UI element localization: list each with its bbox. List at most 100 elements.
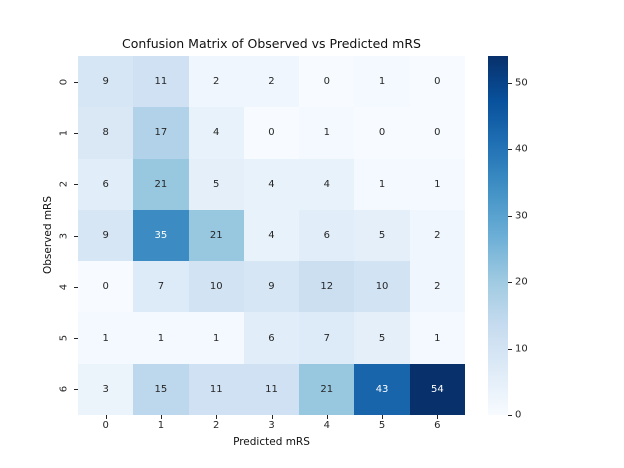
- y-tick-label: 6: [58, 386, 70, 393]
- heatmap-cell-r2c0: 6: [78, 158, 134, 210]
- heatmap-cell-r5c6: 1: [409, 312, 465, 364]
- x-tick-label: 1: [157, 420, 165, 431]
- heatmap-cell-r5c0: 1: [78, 312, 134, 364]
- cell-value: 0: [268, 127, 275, 139]
- cell-value: 1: [213, 332, 220, 344]
- cell-value: 5: [378, 332, 386, 344]
- colorbar-gradient: [488, 56, 508, 415]
- cell-value: 3: [102, 383, 109, 395]
- colorbar-tick-mark: [508, 282, 512, 284]
- cell-value: 1: [323, 127, 330, 139]
- x-tick-mark: [271, 415, 273, 419]
- heatmap-cell-r4c0: 0: [78, 261, 134, 313]
- heatmap-cell-r0c5: 1: [354, 56, 410, 108]
- cell-value: 10: [209, 281, 223, 293]
- cell-value: 7: [323, 332, 330, 344]
- colorbar-tick-label: 50: [515, 77, 528, 89]
- cell-value: 21: [154, 178, 168, 190]
- heatmap-cell-r6c1: 15: [133, 363, 189, 415]
- y-tick-label: 1: [58, 129, 70, 137]
- cell-value: 8: [102, 127, 109, 139]
- heatmap-cell-r5c1: 1: [133, 312, 189, 364]
- cell-value: 1: [378, 76, 386, 88]
- heatmap-cell-r3c4: 6: [299, 209, 355, 262]
- y-tick-mark: [74, 81, 78, 83]
- y-tick-mark: [74, 235, 78, 237]
- x-tick-mark: [326, 415, 328, 419]
- colorbar-tick-mark: [508, 149, 512, 151]
- heatmap-cell-r5c2: 1: [188, 312, 244, 364]
- heatmap-cell-r1c6: 0: [409, 107, 465, 159]
- x-tick-mark: [105, 415, 107, 419]
- cell-value: 6: [323, 229, 330, 241]
- x-tick-mark: [382, 415, 384, 419]
- heatmap-cell-r1c5: 0: [354, 107, 410, 159]
- cell-value: 2: [268, 76, 275, 88]
- cell-value: 5: [378, 229, 386, 241]
- heatmap-cell-r0c3: 2: [243, 56, 300, 108]
- heatmap-cell-r3c5: 5: [354, 209, 410, 262]
- x-tick-mark: [216, 415, 218, 419]
- heatmap-cell-r3c1: 35: [133, 209, 189, 262]
- heatmap-cell-r3c2: 21: [188, 209, 244, 262]
- colorbar-tick-mark: [508, 348, 512, 350]
- heatmap-cell-r5c3: 6: [243, 312, 300, 364]
- heatmap-cell-r2c3: 4: [243, 158, 300, 210]
- x-tick-label: 3: [268, 420, 275, 431]
- x-tick-label: 4: [323, 420, 330, 431]
- cell-value: 43: [375, 383, 389, 395]
- cell-value: 4: [323, 178, 330, 190]
- heatmap-cell-r1c4: 1: [299, 107, 355, 159]
- cell-value: 1: [434, 332, 441, 344]
- heatmap-cell-r6c0: 3: [78, 363, 134, 415]
- heatmap-cell-r2c5: 1: [354, 158, 410, 210]
- y-axis-label: Observed mRS: [42, 195, 54, 275]
- y-tick-label: 3: [58, 232, 70, 239]
- heatmap-cell-r0c1: 11: [133, 56, 189, 108]
- heatmap-cell-r0c6: 0: [409, 56, 465, 108]
- colorbar-tick-label: 30: [515, 210, 528, 222]
- cell-value: 17: [154, 127, 168, 139]
- heatmap-cell-r6c5: 43: [354, 363, 410, 415]
- cell-value: 11: [209, 383, 223, 395]
- colorbar-tick-label: 10: [515, 343, 528, 355]
- heatmap-grid: 9 11 2 2 0 1 0 8 17 4 0 1 0 0 6 21 5 4 4 1 1 9 35 21 4 6 5 2 0 7 10 9 12…: [78, 56, 465, 415]
- cell-value: 2: [434, 229, 441, 241]
- x-tick-mark: [160, 415, 162, 419]
- heatmap-cell-r5c5: 5: [354, 312, 410, 364]
- heatmap-cell-r4c1: 7: [133, 261, 189, 313]
- y-tick-mark: [74, 132, 78, 134]
- cell-value: 9: [102, 229, 109, 241]
- cell-value: 1: [157, 332, 165, 344]
- cell-value: 54: [430, 383, 444, 395]
- heatmap-cell-r5c4: 7: [299, 312, 355, 364]
- heatmap-cell-r4c4: 12: [299, 261, 355, 313]
- y-tick-mark: [74, 338, 78, 340]
- cell-value: 0: [323, 76, 330, 88]
- heatmap-cell-r2c4: 4: [299, 158, 355, 210]
- cell-value: 2: [213, 76, 220, 88]
- cell-value: 1: [378, 178, 386, 190]
- heatmap-cell-r1c3: 0: [243, 107, 300, 159]
- heatmap-cell-r1c2: 4: [188, 107, 244, 159]
- heatmap-cell-r1c1: 17: [133, 107, 189, 159]
- cell-value: 21: [209, 229, 223, 241]
- cell-value: 2: [434, 281, 441, 293]
- heatmap-cell-r6c3: 11: [243, 363, 300, 415]
- cell-value: 9: [268, 281, 275, 293]
- cell-value: 12: [320, 281, 334, 293]
- cell-value: 15: [154, 383, 168, 395]
- y-tick-mark: [74, 286, 78, 288]
- cell-value: 4: [268, 229, 275, 241]
- y-tick-label: 5: [58, 334, 70, 342]
- x-tick-label: 0: [102, 420, 109, 431]
- cell-value: 6: [268, 332, 275, 344]
- x-tick-mark: [437, 415, 439, 419]
- cell-value: 0: [434, 127, 441, 139]
- heatmap-cell-r4c2: 10: [188, 261, 244, 313]
- colorbar-tick-mark: [508, 415, 512, 416]
- cell-value: 11: [154, 76, 168, 88]
- chart-title: Confusion Matrix of Observed vs Predicte…: [122, 36, 421, 51]
- cell-value: 1: [434, 178, 441, 190]
